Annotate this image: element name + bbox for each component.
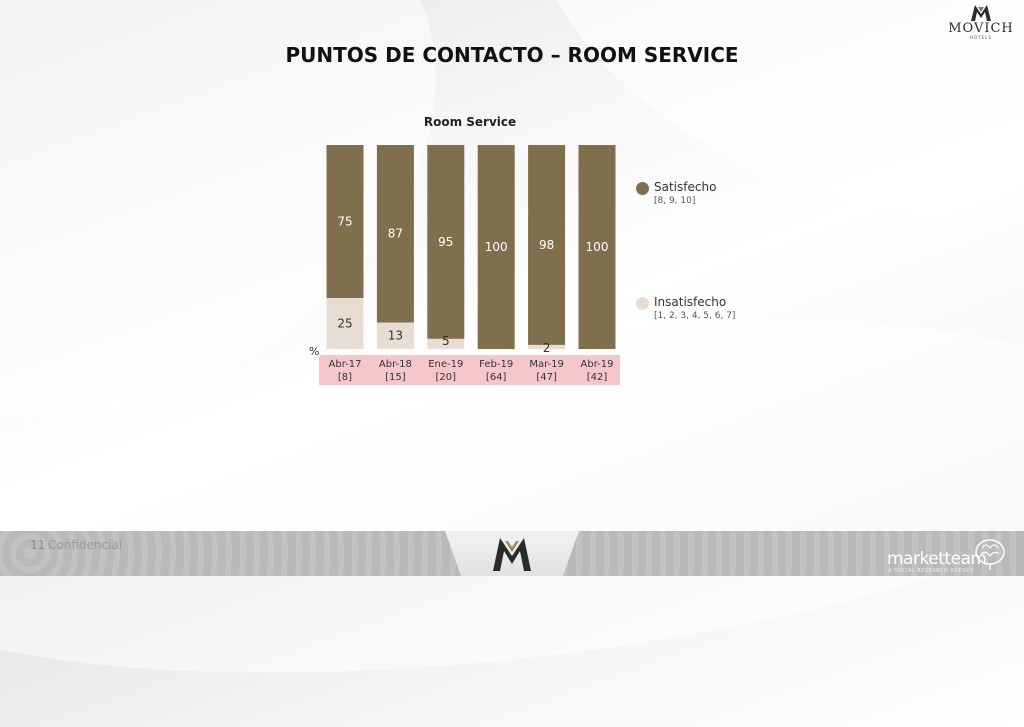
bar-satisfecho [528,145,566,345]
bar-satisfecho [578,145,616,349]
chart-title: Room Service [423,115,517,129]
legend-label-satisfecho: Satisfecho [654,180,717,194]
base-size-label: [15] [385,372,406,383]
data-label-satisfecho: 95 [438,235,453,249]
data-label-insatisfecho: 25 [337,317,352,331]
unit-label: % [309,345,320,358]
movich-logo-icon [971,5,991,21]
data-label-satisfecho: 75 [337,215,352,229]
movich-monogram-icon [493,538,531,571]
chart-canvas: 75 25 Abr-17 [8] 87 13 Abr-18 [15] 95 5 Ene-19 [20]… [326,145,616,383]
logo-sub: HOTELS [970,35,992,40]
legend-label-insatisfecho: Insatisfecho [654,295,727,309]
movich-logo: MOVICH HOTELS [944,4,1018,41]
data-label-insatisfecho: 2 [543,341,551,355]
base-size-label: [47] [536,372,557,383]
confidential-label: Confidencial [48,538,123,552]
legend-codes-satisfecho: [8, 9, 10] [654,196,696,206]
marketteam-logo-text: marketteam [887,549,987,569]
x-tick-label: Abr-18 [379,359,412,370]
x-tick-label: Ene-19 [428,359,463,370]
legend-swatch-satisfecho [636,182,649,195]
x-tick-label: Feb-19 [479,359,513,370]
x-tick-label: Abr-19 [581,359,614,370]
footer-center-tab [445,531,579,576]
stacked-bar-chart: Room Service % 75 25 Abr-17 [8] 87 13 Abr-18 [1… [309,115,736,385]
data-label-satisfecho: 100 [485,240,508,254]
data-label-satisfecho: 98 [539,238,554,252]
brain-icon [975,539,1005,570]
bar-insatisfecho [326,298,364,349]
base-size-label: [8] [338,372,352,383]
base-size-label: [42] [587,372,608,383]
bar-satisfecho [376,145,414,323]
category-axis-band [319,355,620,385]
data-label-insatisfecho: 13 [388,329,403,343]
data-label-satisfecho: 100 [586,240,609,254]
data-label-insatisfecho: 5 [442,334,450,348]
bar-insatisfecho [528,344,566,349]
page-number: 11 [30,538,46,552]
legend-swatch-insatisfecho [636,297,649,310]
bar-satisfecho [477,145,515,349]
x-tick-label: Mar-19 [529,359,564,370]
base-size-label: [20] [436,372,457,383]
bar-satisfecho [326,145,364,298]
logo-name: MOVICH [948,21,1014,36]
page-title: PUNTOS DE CONTACTO – ROOM SERVICE [285,43,739,67]
bar-insatisfecho [427,338,465,349]
data-label-satisfecho: 87 [388,227,403,241]
x-tick-label: Abr-17 [329,359,362,370]
bar-satisfecho [427,145,465,339]
marketteam-tagline: A SOCIAL RESEARCH AGENCY [888,568,974,574]
legend-codes-insatisfecho: [1, 2, 3, 4, 5, 6, 7] [654,311,736,321]
bar-insatisfecho [376,322,414,349]
base-size-label: [64] [486,372,507,383]
